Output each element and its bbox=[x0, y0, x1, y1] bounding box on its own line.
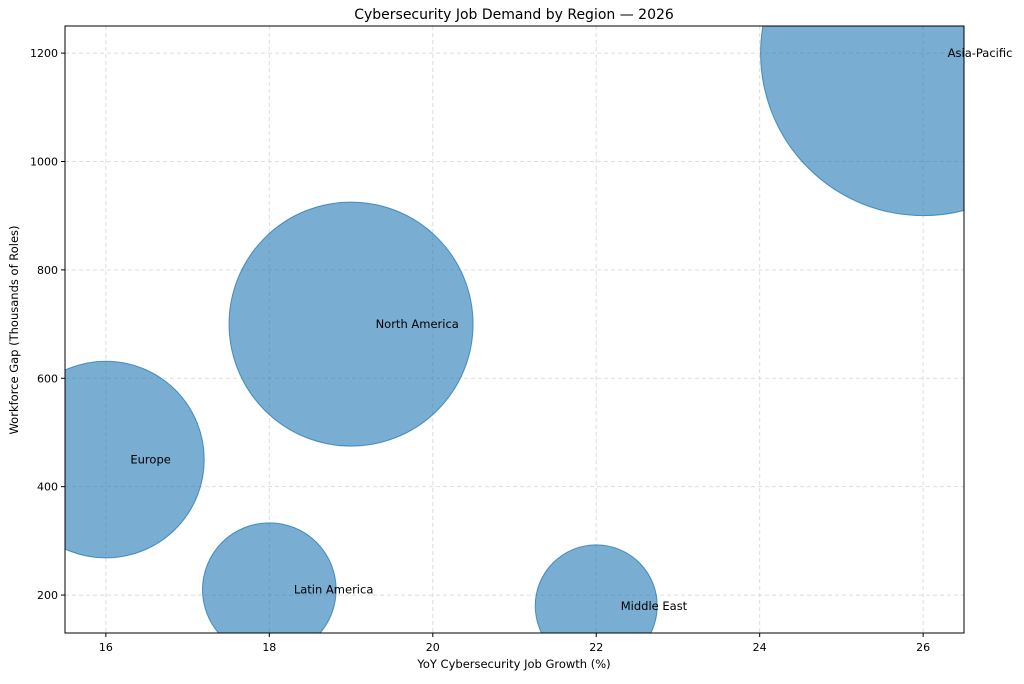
x-tick-label: 26 bbox=[916, 641, 930, 654]
x-tick-label: 16 bbox=[99, 641, 113, 654]
plot-frame bbox=[64, 25, 965, 634]
x-axis-label: YoY Cybersecurity Job Growth (%) bbox=[416, 657, 610, 671]
x-tick-label: 20 bbox=[426, 641, 440, 654]
y-tick-label: 200 bbox=[37, 589, 58, 602]
y-tick-label: 800 bbox=[37, 264, 58, 277]
bubble-label: Europe bbox=[130, 453, 170, 467]
bubble-asia-pacific bbox=[760, 26, 964, 217]
bubble-label: North America bbox=[376, 317, 459, 331]
y-axis-label: Workforce Gap (Thousands of Roles) bbox=[7, 225, 21, 434]
x-tick-label: 18 bbox=[262, 641, 276, 654]
ticks: 16 18 20 22 24 26 200 400 600 800 1000 1200 bbox=[30, 47, 930, 654]
bubble-latin-america bbox=[202, 522, 337, 633]
y-tick-label: 1000 bbox=[30, 155, 58, 168]
y-tick-label: 400 bbox=[37, 481, 58, 494]
bubble-middle-east bbox=[534, 544, 658, 633]
bubble-label: Latin America bbox=[294, 583, 374, 597]
y-tick-label: 600 bbox=[37, 372, 58, 385]
bubble-north-america bbox=[228, 201, 474, 447]
bubble-label: Middle East bbox=[621, 599, 688, 613]
bubble-europe bbox=[65, 360, 205, 559]
point-labels: Europe Latin America North America Middle E… bbox=[130, 46, 1012, 613]
bubble-label: Asia-Pacific bbox=[948, 46, 1013, 60]
x-tick-label: 22 bbox=[589, 641, 603, 654]
bubbles bbox=[65, 26, 964, 633]
y-tick-label: 1200 bbox=[30, 47, 58, 60]
chart-title: Cybersecurity Job Demand by Region — 202… bbox=[354, 7, 674, 23]
x-tick-label: 24 bbox=[753, 641, 767, 654]
